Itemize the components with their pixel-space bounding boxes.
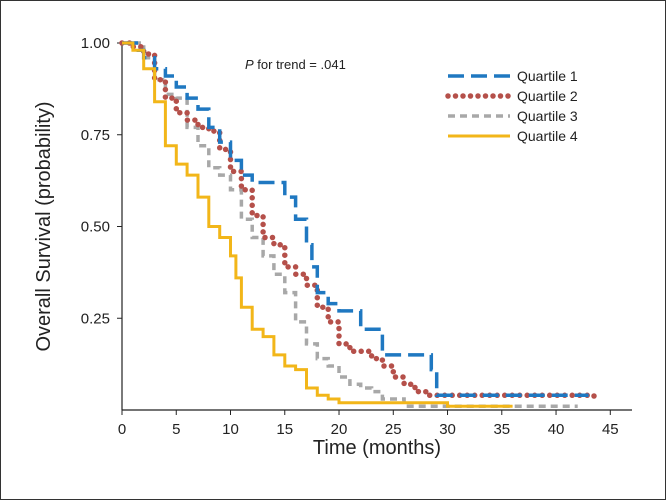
legend-label-quartile-1: Quartile 1 bbox=[517, 68, 578, 84]
legend-label-quartile-3: Quartile 3 bbox=[517, 108, 578, 124]
series-line-quartile-3 bbox=[122, 41, 578, 409]
p-trend-annotation: P for trend = .041 bbox=[245, 57, 346, 72]
x-tick-label: 30 bbox=[439, 421, 456, 438]
y-tick-label: 0.25 bbox=[81, 310, 110, 327]
x-tick-label: 15 bbox=[276, 421, 293, 438]
x-tick-label: 0 bbox=[118, 421, 126, 438]
p-italic: P bbox=[245, 57, 254, 72]
legend: Quartile 1 Quartile 2 Quartile 3 Quartile 4 bbox=[445, 68, 578, 144]
chart-axes bbox=[121, 41, 632, 411]
legend-label-quartile-4: Quartile 4 bbox=[517, 128, 578, 144]
y-tick-group: 0.25 0.50 0.75 1.00 bbox=[81, 35, 122, 327]
x-axis-title: Time (months) bbox=[313, 437, 441, 459]
series-line-quartile-1 bbox=[122, 41, 589, 398]
y-tick-label: 0.75 bbox=[81, 127, 110, 144]
x-tick-label: 5 bbox=[172, 421, 180, 438]
series-line-quartile-2 bbox=[119, 40, 597, 406]
x-tick-label: 40 bbox=[548, 421, 565, 438]
series-layer bbox=[119, 40, 597, 409]
y-tick-label: 1.00 bbox=[81, 35, 110, 52]
x-tick-label: 25 bbox=[385, 421, 402, 438]
x-tick-label: 35 bbox=[493, 421, 510, 438]
p-trend-text: for trend = .041 bbox=[254, 57, 346, 72]
x-tick-label: 20 bbox=[331, 421, 348, 438]
y-axis-title: Overall Survival (probability) bbox=[33, 101, 55, 351]
y-tick-label: 0.50 bbox=[81, 219, 110, 236]
x-tick-label: 45 bbox=[602, 421, 619, 438]
legend-label-quartile-2: Quartile 2 bbox=[517, 88, 578, 104]
series-line-quartile-4 bbox=[122, 41, 513, 408]
x-tick-label: 10 bbox=[222, 421, 239, 438]
x-tick-group: 0 5 10 15 20 25 30 35 40 45 bbox=[118, 410, 619, 438]
